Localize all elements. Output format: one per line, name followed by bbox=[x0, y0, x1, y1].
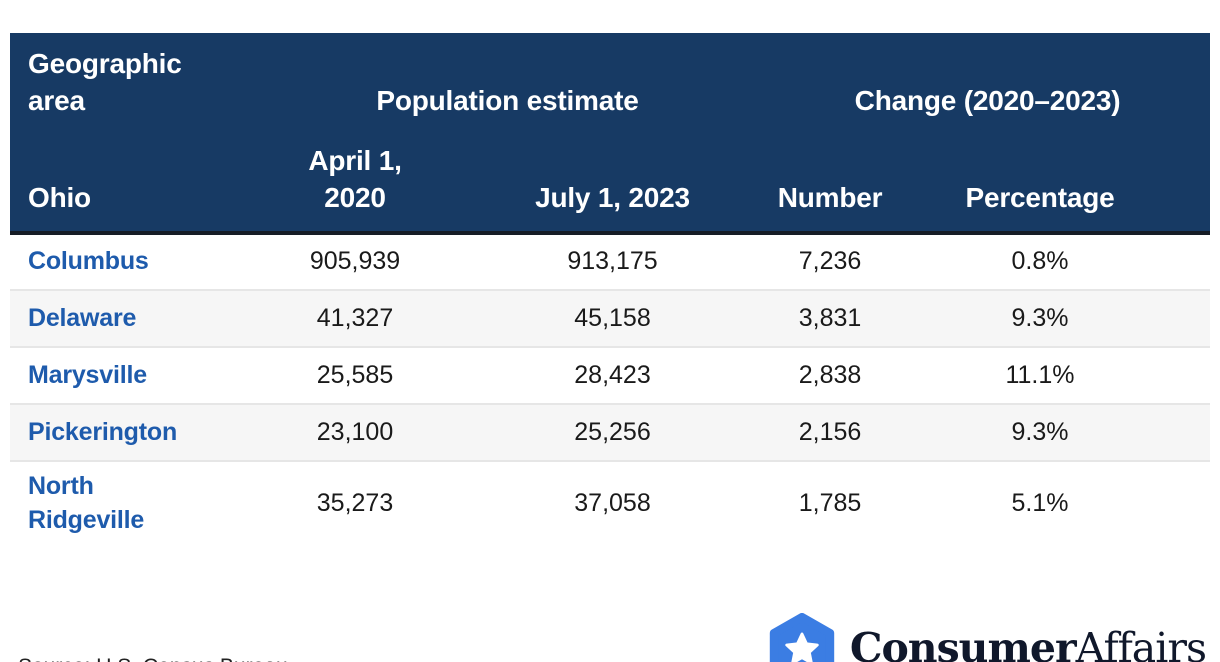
header-april-1-2020: April 1, 2020 bbox=[250, 141, 460, 235]
cell-july-2023: 37,058 bbox=[460, 460, 765, 546]
cell-april-2020: 41,327 bbox=[250, 289, 460, 347]
star-hexagon-icon bbox=[769, 613, 835, 662]
footer: Source: U.S. Census Bureau ConsumerAffai… bbox=[18, 613, 1207, 662]
header-group-row: Geographic area Population estimate Chan… bbox=[10, 33, 1210, 141]
cell-april-2020: 905,939 bbox=[309, 247, 401, 276]
cell-change-number: 2,156 bbox=[765, 403, 895, 461]
city-link-marysville[interactable]: Marysville bbox=[10, 346, 250, 404]
city-link-columbus[interactable]: Columbus bbox=[28, 247, 149, 276]
header-change-2020-2023: Change (2020–2023) bbox=[765, 33, 1210, 141]
population-table-page: Geographic area Population estimate Chan… bbox=[0, 33, 1220, 662]
table-row-columbus: Columbus 905,939 913,175 7,236 0.8% bbox=[10, 233, 1210, 290]
cell-change-percentage: 0.8% bbox=[1011, 247, 1069, 276]
header-ohio: Ohio bbox=[10, 141, 250, 235]
header-geographic-area: Geographic area bbox=[10, 33, 250, 141]
cell-change-percentage: 9.3% bbox=[895, 403, 1210, 461]
cell-change-number: 2,838 bbox=[765, 346, 895, 404]
brand-consumer: Consumer bbox=[849, 623, 1077, 662]
cell-july-2023: 45,158 bbox=[460, 289, 765, 347]
table-header: Geographic area Population estimate Chan… bbox=[10, 33, 1210, 235]
table-row-north-ridgeville: North Ridgeville 35,273 37,058 1,785 5.1… bbox=[10, 460, 1210, 546]
table-row-pickerington: Pickerington 23,100 25,256 2,156 9.3% bbox=[10, 403, 1210, 461]
cell-change-number: 1,785 bbox=[765, 460, 895, 546]
cell-april-2020: 23,100 bbox=[250, 403, 460, 461]
cell-change-percentage: 11.1% bbox=[895, 346, 1210, 404]
header-number: Number bbox=[765, 141, 895, 235]
cell-april-2020: 25,585 bbox=[250, 346, 460, 404]
table-row-marysville: Marysville 25,585 28,423 2,838 11.1% bbox=[10, 346, 1210, 404]
cell-change-percentage: 5.1% bbox=[895, 460, 1210, 546]
cell-july-2023: 913,175 bbox=[567, 247, 658, 276]
cell-change-number: 3,831 bbox=[765, 289, 895, 347]
table-row-delaware: Delaware 41,327 45,158 3,831 9.3% bbox=[10, 289, 1210, 347]
header-percentage: Percentage bbox=[895, 141, 1210, 235]
population-table: Geographic area Population estimate Chan… bbox=[10, 33, 1210, 546]
cell-change-percentage: 9.3% bbox=[895, 289, 1210, 347]
city-link-delaware[interactable]: Delaware bbox=[10, 289, 250, 347]
city-link-north-ridgeville[interactable]: North Ridgeville bbox=[10, 460, 250, 546]
city-link-pickerington[interactable]: Pickerington bbox=[10, 403, 250, 461]
brand-affairs: Affairs bbox=[1075, 623, 1207, 662]
cell-change-number: 7,236 bbox=[798, 247, 862, 276]
header-july-1-2023: July 1, 2023 bbox=[460, 141, 765, 235]
brand-wordmark: ConsumerAffairs bbox=[850, 627, 1207, 662]
source-attribution: Source: U.S. Census Bureau bbox=[18, 655, 288, 662]
consumeraffairs-logo[interactable]: ConsumerAffairs bbox=[767, 613, 1207, 662]
header-population-estimate: Population estimate bbox=[250, 33, 765, 141]
cell-july-2023: 25,256 bbox=[460, 403, 765, 461]
table-body: Columbus 905,939 913,175 7,236 0.8% Dela… bbox=[10, 233, 1210, 546]
cell-april-2020: 35,273 bbox=[250, 460, 460, 546]
cell-july-2023: 28,423 bbox=[460, 346, 765, 404]
header-column-row: Ohio April 1, 2020 July 1, 2023 Number P… bbox=[10, 141, 1210, 235]
